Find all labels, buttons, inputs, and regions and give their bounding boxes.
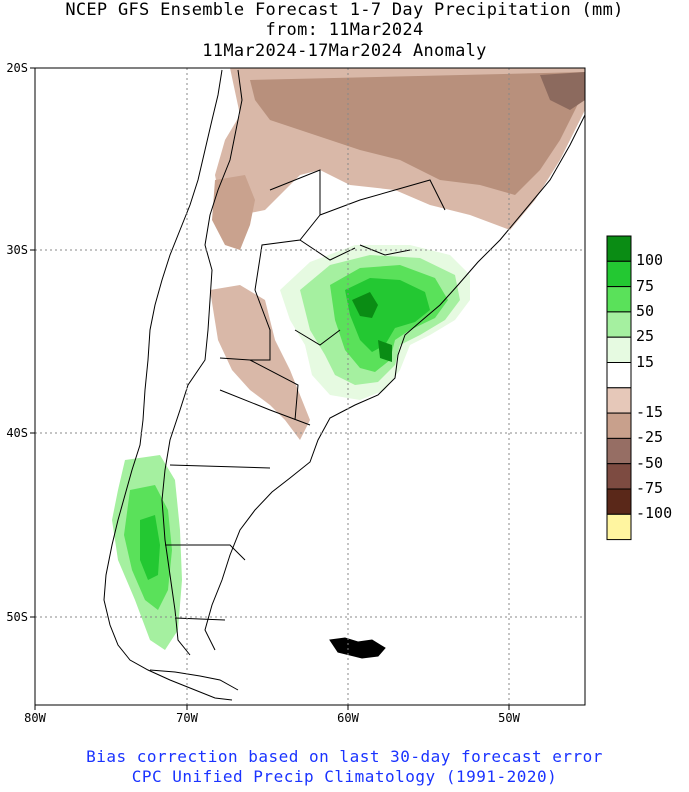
footer-climatology-note: CPC Unified Precip Climatology (1991-202… xyxy=(131,767,558,786)
legend-label: -15 xyxy=(636,403,664,422)
legend-label: -100 xyxy=(636,504,673,523)
legend-label: -75 xyxy=(636,479,664,497)
legend-swatch xyxy=(606,387,632,414)
legend-swatch xyxy=(606,488,632,515)
dry-anomaly-north-dark xyxy=(540,72,585,110)
legend-label: 100 xyxy=(636,251,664,270)
map-field xyxy=(105,68,585,705)
lat-label-40s: 40S xyxy=(6,426,28,440)
legend-label: -25 xyxy=(636,428,664,447)
legend-label: 25 xyxy=(636,327,655,346)
axis-ticks xyxy=(30,67,510,710)
dry-anomaly-central xyxy=(210,285,310,440)
dry-anomaly-north-medium xyxy=(250,72,585,195)
tierra-del-fuego xyxy=(149,669,239,691)
legend-swatch xyxy=(606,336,632,364)
legend-swatch xyxy=(606,463,632,490)
legend-swatch xyxy=(606,513,632,541)
legend-swatch xyxy=(606,412,632,439)
wet-anomaly-100 xyxy=(352,292,392,362)
dry-anomaly-andes xyxy=(212,175,255,250)
lon-label-80w: 80W xyxy=(24,711,46,725)
lat-label-50s: 50S xyxy=(6,610,28,624)
legend-swatch xyxy=(606,235,632,262)
lat-label-30s: 30S xyxy=(6,243,28,257)
andes-border xyxy=(161,69,243,656)
legend-label: 50 xyxy=(636,301,655,320)
legend-swatch xyxy=(606,260,632,288)
atlantic-coastline xyxy=(204,114,585,651)
legend-color-bar xyxy=(606,235,632,541)
legend-label: -50 xyxy=(636,453,664,472)
map-subtitle-period: 11Mar2024-17Mar2024 Anomaly xyxy=(202,41,487,61)
lon-label-70w: 70W xyxy=(176,711,198,725)
legend-swatch xyxy=(606,437,632,465)
boundaries xyxy=(103,69,585,701)
wet-anomaly-patagonia-75 xyxy=(140,515,160,580)
legend-swatch xyxy=(606,311,632,338)
internal-borders xyxy=(165,169,446,621)
legend-label: 15 xyxy=(636,352,655,371)
legend-swatch xyxy=(606,362,632,389)
lon-label-60w: 60W xyxy=(337,711,359,725)
pacific-coastline xyxy=(103,69,233,701)
lon-label-50w: 50W xyxy=(498,711,520,725)
legend-label: 75 xyxy=(636,276,655,295)
map-frame xyxy=(34,67,586,706)
legend-swatch xyxy=(606,286,632,313)
lat-label-20s: 20S xyxy=(6,61,28,75)
footer-bias-note: Bias correction based on last 30-day for… xyxy=(86,747,603,766)
map-title: NCEP GFS Ensemble Forecast 1-7 Day Preci… xyxy=(65,0,624,20)
map-subtitle-date: from: 11Mar2024 xyxy=(265,20,424,40)
graticule xyxy=(35,68,585,705)
falkland-islands xyxy=(329,637,386,659)
